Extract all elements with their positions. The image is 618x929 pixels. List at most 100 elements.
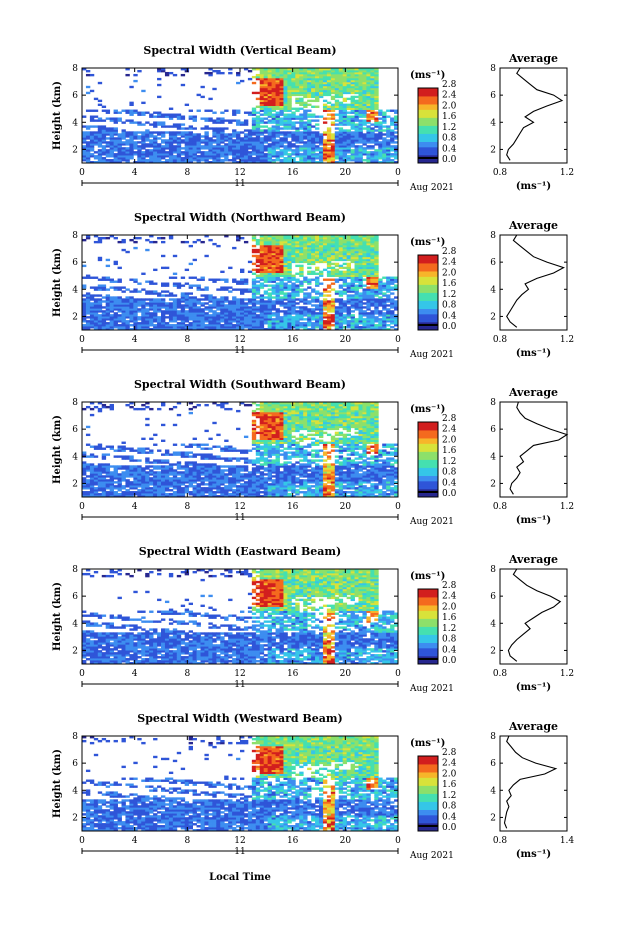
heatmap-cell xyxy=(85,274,91,277)
heatmap-cell xyxy=(232,135,237,138)
heatmap-cell xyxy=(366,242,371,246)
heatmap-cell xyxy=(338,109,344,112)
heatmap-cell xyxy=(366,294,371,297)
heatmap-cell xyxy=(216,147,221,150)
heatmap-cell xyxy=(283,121,288,124)
heatmap-cell xyxy=(149,135,154,138)
heatmap-cell xyxy=(390,326,395,329)
heatmap-cell xyxy=(172,155,178,158)
heatmap-cell xyxy=(267,306,272,309)
heatmap-cell xyxy=(196,312,201,315)
heatmap-cell xyxy=(366,274,371,277)
heatmap-cell xyxy=(97,495,103,498)
heatmap-cell xyxy=(378,292,383,295)
heatmap-cell xyxy=(129,471,134,474)
panel-title: Spectral Width (Northward Beam) xyxy=(134,211,346,224)
heatmap-cell xyxy=(105,127,111,130)
heatmap-cell xyxy=(338,235,344,238)
heatmap-cell xyxy=(299,77,304,81)
heatmap-cell xyxy=(263,320,269,323)
heatmap-cell xyxy=(113,322,118,325)
heatmap-cell xyxy=(263,113,269,116)
heatmap-cell xyxy=(279,236,284,240)
heatmap-cell xyxy=(311,300,316,303)
heatmap-cell xyxy=(251,298,257,301)
heatmap-cell xyxy=(315,83,320,87)
heatmap-cell xyxy=(354,123,359,126)
heatmap-cell xyxy=(279,242,284,246)
heatmap-cell xyxy=(374,103,379,107)
heatmap-cell xyxy=(153,157,158,160)
heatmap-cell xyxy=(113,288,118,291)
heatmap-cell xyxy=(283,288,288,291)
heatmap-cell xyxy=(82,153,87,156)
heatmap-cell xyxy=(330,288,336,291)
heatmap-cell xyxy=(378,312,383,315)
profile-title: Average xyxy=(508,52,558,65)
heatmap-cell xyxy=(283,77,288,81)
heatmap-cell xyxy=(129,139,134,142)
heatmap-cell xyxy=(374,258,379,262)
heatmap-cell xyxy=(109,493,114,496)
heatmap-cell xyxy=(322,91,328,95)
heatmap-cell xyxy=(129,467,134,470)
heatmap-cell xyxy=(133,449,138,452)
heatmap-cell xyxy=(382,113,387,116)
heatmap-cell xyxy=(342,272,348,275)
heatmap-cell xyxy=(350,254,355,258)
heatmap-cell xyxy=(259,155,265,158)
heatmap-cell xyxy=(121,141,126,144)
heatmap-cell xyxy=(394,145,399,148)
heatmap-cell xyxy=(370,147,375,150)
heatmap-cell xyxy=(291,292,296,295)
heatmap-cell xyxy=(216,153,221,156)
heatmap-cell xyxy=(366,97,371,101)
heatmap-cell xyxy=(319,292,324,295)
heatmap-cell xyxy=(295,272,300,275)
heatmap-cell xyxy=(291,274,296,277)
heatmap-cell xyxy=(188,117,193,120)
heatmap-cell xyxy=(97,284,103,287)
heatmap-cell xyxy=(82,300,87,303)
heatmap-cell xyxy=(164,328,170,331)
heatmap-cell xyxy=(153,316,158,319)
heatmap-cell xyxy=(168,328,174,331)
heatmap-cell xyxy=(342,137,348,140)
heatmap-cell xyxy=(271,143,276,146)
heatmap-cell xyxy=(149,131,154,134)
heatmap-cell xyxy=(279,268,284,272)
heatmap-cell xyxy=(251,107,257,110)
heatmap-cell xyxy=(326,314,332,317)
heatmap-cell xyxy=(358,262,363,266)
heatmap-cell xyxy=(291,294,296,297)
heatmap-cell xyxy=(279,145,284,148)
heatmap-cell xyxy=(149,123,154,126)
heatmap-cell xyxy=(247,77,253,81)
heatmap-cell xyxy=(390,149,395,152)
heatmap-cell xyxy=(101,141,107,144)
heatmap-cell xyxy=(259,137,265,140)
heatmap-cell xyxy=(382,117,387,120)
heatmap-cell xyxy=(394,149,399,152)
heatmap-cell xyxy=(358,312,363,315)
heatmap-cell xyxy=(370,262,375,266)
heatmap-cell xyxy=(366,302,371,305)
heatmap-cell xyxy=(267,258,272,262)
heatmap-cell xyxy=(216,145,221,148)
heatmap-cell xyxy=(236,306,241,309)
heatmap-cell xyxy=(97,99,103,103)
heatmap-cell xyxy=(255,145,261,148)
heatmap-cell xyxy=(149,153,154,156)
heatmap-cell xyxy=(307,155,312,158)
colorbar-tick-label: 0.8 xyxy=(442,301,457,311)
heatmap-cell xyxy=(255,151,261,154)
heatmap-cell xyxy=(267,107,272,110)
heatmap-cell xyxy=(82,314,87,317)
heatmap-cell xyxy=(196,137,201,140)
heatmap-cell xyxy=(204,296,209,299)
heatmap-cell xyxy=(342,155,348,158)
heatmap-cell xyxy=(172,320,178,323)
heatmap-cell xyxy=(322,290,328,293)
heatmap-cell xyxy=(216,71,221,75)
heatmap-cell xyxy=(200,310,205,313)
